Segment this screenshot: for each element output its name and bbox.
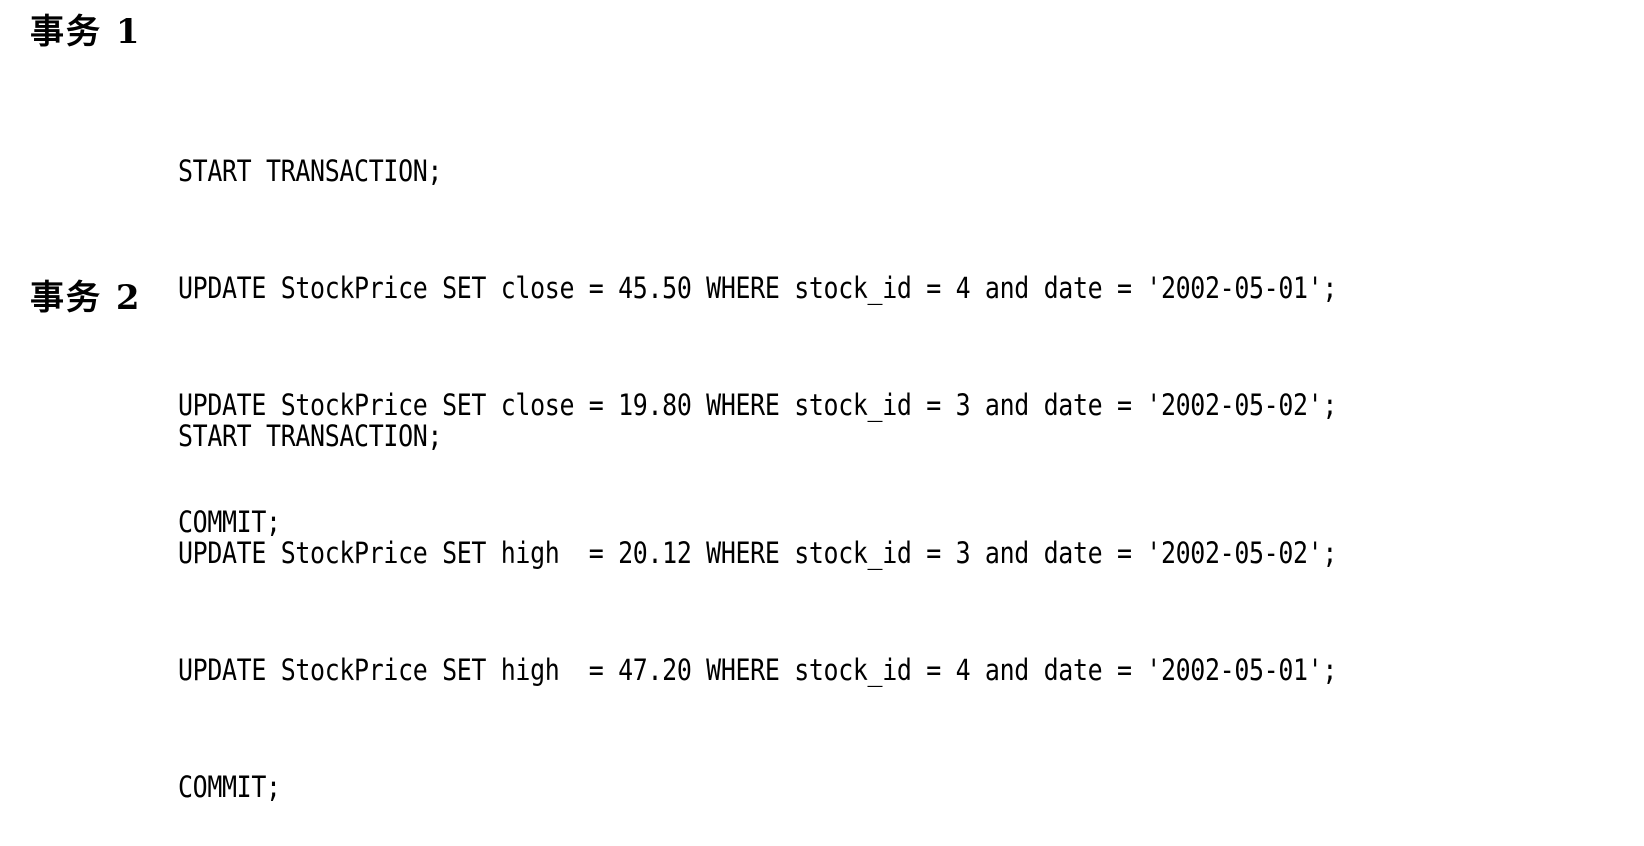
transaction-1-code-block: START TRANSACTION; UPDATE StockPrice SET… <box>178 74 1337 581</box>
code-line: UPDATE StockPrice SET close = 19.80 WHER… <box>178 388 1338 422</box>
transaction-2-code-block: START TRANSACTION; UPDATE StockPrice SET… <box>178 339 1337 846</box>
code-line: UPDATE StockPrice SET close = 45.50 WHER… <box>178 271 1338 305</box>
transaction-1-heading: 事务 1 <box>30 12 142 52</box>
code-line: COMMIT; <box>178 770 281 804</box>
code-line: UPDATE StockPrice SET high = 47.20 WHERE… <box>178 653 1338 687</box>
code-line: START TRANSACTION; <box>178 154 443 188</box>
code-line: START TRANSACTION; <box>178 419 443 453</box>
transaction-2-heading: 事务 2 <box>30 278 142 318</box>
code-line: UPDATE StockPrice SET high = 20.12 WHERE… <box>178 536 1338 570</box>
